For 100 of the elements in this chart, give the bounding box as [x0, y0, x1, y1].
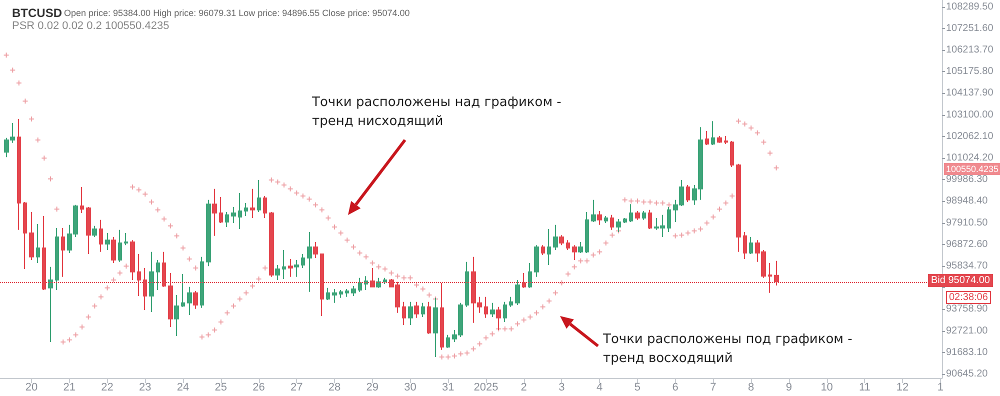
- y-tick-label: 102062.10: [946, 130, 994, 142]
- x-tick-label: 2025: [474, 382, 498, 394]
- x-tick-label: 26: [252, 382, 265, 394]
- x-tick-label: 6: [672, 382, 678, 394]
- x-tick-label: 1: [937, 382, 944, 394]
- candlestick: [212, 188, 217, 236]
- candlestick: [99, 219, 103, 252]
- y-tick-label: 98948.40: [946, 196, 988, 207]
- candlestick: [717, 136, 722, 144]
- x-tick-label: 4: [596, 382, 603, 394]
- candlestick: [17, 118, 21, 230]
- candlestick: [48, 266, 53, 343]
- candlestick: [559, 234, 564, 246]
- x-tick-label: 3: [558, 382, 565, 394]
- candlestick: [414, 301, 419, 318]
- candlestick: [629, 204, 633, 222]
- candlestick: [111, 236, 116, 264]
- candlestick: [257, 179, 261, 212]
- candlestick: [642, 210, 646, 220]
- x-tick-label: 11: [858, 382, 870, 394]
- x-tick-label: 8: [748, 382, 754, 394]
- x-tick-label: 25: [214, 382, 228, 394]
- y-tick-label: 108289.50: [946, 1, 994, 12]
- candlestick: [156, 260, 160, 290]
- x-tick-label: 27: [290, 382, 303, 394]
- candlestick: [648, 209, 652, 230]
- candlestick: [263, 195, 267, 219]
- x-tick-label: 12: [896, 382, 909, 394]
- candlestick: [724, 136, 728, 144]
- y-tick-label: 99986.30: [946, 174, 988, 186]
- candlestick: [23, 202, 27, 270]
- x-tick-label: 10: [820, 382, 833, 394]
- x-tick-label: 5: [634, 382, 641, 394]
- candlestick: [200, 256, 204, 308]
- candlestick: [585, 211, 589, 254]
- candlestick: [250, 188, 255, 219]
- candlestick: [326, 287, 330, 300]
- candlestick: [187, 286, 192, 316]
- candlestick: [749, 236, 753, 255]
- candlestick: [446, 334, 450, 348]
- candlestick: [339, 290, 343, 298]
- candlestick: [509, 296, 513, 308]
- y-tick-label: 106213.70: [946, 44, 994, 56]
- candlestick: [105, 232, 110, 251]
- y-tick-label: 101024.20: [946, 152, 994, 164]
- y-tick-label: 104137.90: [946, 88, 994, 99]
- text: 02:38:06: [946, 290, 991, 304]
- y-tick-label: 90645.20: [946, 368, 988, 380]
- x-tick-label: 24: [176, 382, 190, 394]
- candlestick: [515, 280, 520, 306]
- annotation: PSR 0.02 0.02 0.2 100550.4235: [12, 20, 170, 32]
- x-tick-label: 31: [442, 382, 454, 394]
- candlestick: [528, 262, 532, 288]
- candlestick: [610, 214, 614, 230]
- candlestick: [294, 260, 299, 278]
- candlestick: [61, 228, 65, 278]
- candlestick: [604, 215, 608, 224]
- candlestick: [332, 288, 337, 304]
- candlestick: [440, 282, 444, 350]
- candlestick: [421, 302, 425, 318]
- candlestick: [705, 130, 709, 146]
- text: 100550.4235: [944, 163, 1000, 175]
- x-tick-label: 9: [786, 382, 792, 394]
- y-tick-label: 107251.60: [946, 22, 994, 34]
- candlestick: [80, 186, 84, 214]
- candlestick: [358, 277, 362, 292]
- candlestick: [275, 264, 280, 281]
- y-tick-label: 95834.70: [946, 260, 988, 272]
- y-tick-label: 91683.10: [946, 346, 988, 358]
- y-tick-label: 92721.00: [946, 325, 988, 336]
- candlestick: [301, 254, 305, 268]
- candlestick: [743, 231, 747, 260]
- candlestick: [181, 273, 185, 308]
- candlestick: [351, 286, 356, 297]
- annotation: Точки расположены под графиком - тренд восходящий: [603, 331, 854, 368]
- candlestick: [578, 241, 583, 254]
- candlestick: [55, 228, 59, 290]
- candlestick: [730, 140, 734, 168]
- y-tick-label: 105175.80: [946, 66, 994, 78]
- candlestick: [376, 277, 381, 288]
- candlestick: [130, 240, 135, 281]
- candlestick: [484, 296, 488, 318]
- candlestick: [408, 301, 413, 326]
- candlestick: [307, 231, 312, 292]
- candlestick: [572, 244, 577, 261]
- candlestick: [566, 240, 570, 251]
- candlestick: [623, 218, 627, 224]
- x-tick-label: 28: [328, 382, 341, 394]
- x-tick-label: 2: [520, 382, 527, 394]
- candlestick: [345, 288, 349, 298]
- candlestick: [29, 211, 34, 261]
- candlestick: [118, 229, 122, 262]
- candlestick: [219, 196, 223, 224]
- candlestick: [244, 202, 248, 216]
- candlestick: [193, 290, 198, 310]
- candlestick: [402, 301, 406, 326]
- candlestick: [238, 192, 242, 230]
- candlestick: [92, 225, 97, 238]
- ref-line-label: Bid 95074.00: [928, 274, 993, 287]
- candlestick: [174, 294, 179, 336]
